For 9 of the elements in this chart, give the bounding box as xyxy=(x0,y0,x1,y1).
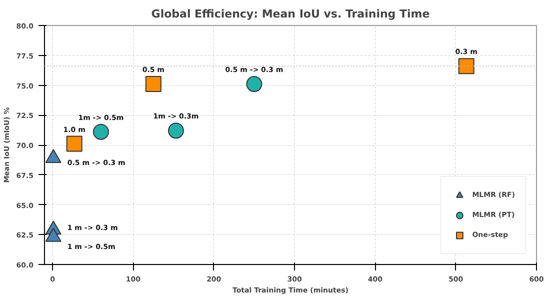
point xyxy=(458,58,474,74)
point xyxy=(246,76,262,92)
point xyxy=(45,148,62,163)
point xyxy=(145,76,162,92)
point xyxy=(92,124,109,140)
chart-title: Global Efficiency: Mean IoU vs. Training Time xyxy=(151,8,430,20)
point xyxy=(45,228,62,242)
point xyxy=(66,136,82,152)
point xyxy=(168,122,184,139)
